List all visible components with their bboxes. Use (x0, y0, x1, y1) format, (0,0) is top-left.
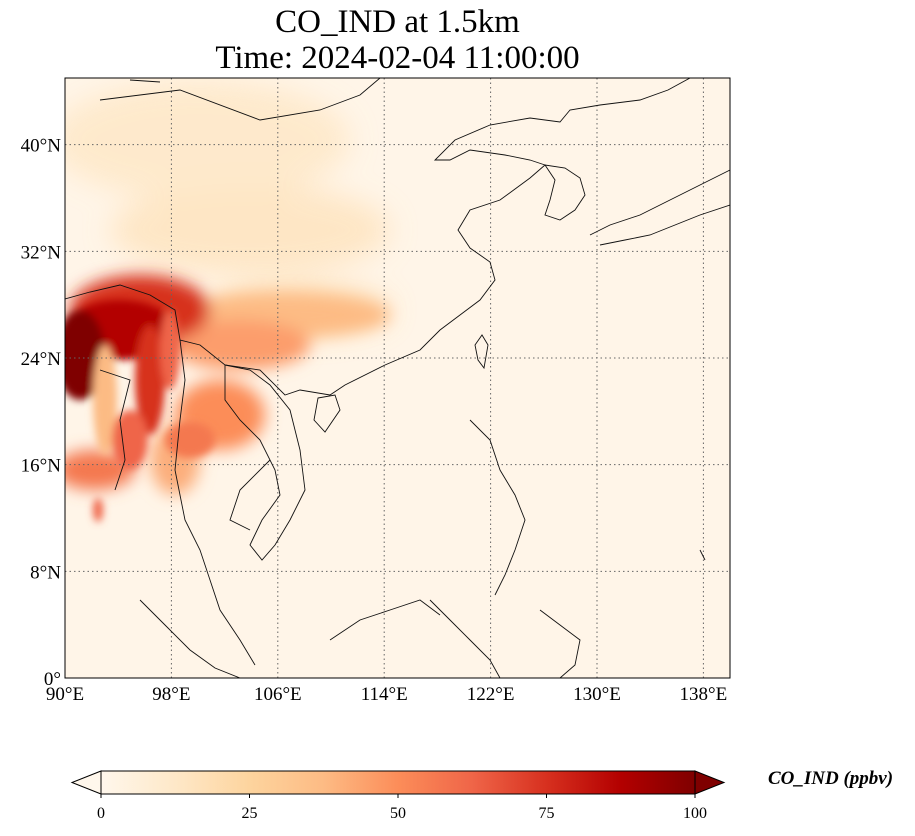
colorbar-tick-label: 0 (97, 805, 105, 822)
colorbar-tick-label: 25 (242, 805, 258, 822)
colorbar-ticks: 0 25 50 75 100 (97, 794, 707, 822)
coastlines (65, 78, 730, 678)
latitude-tick-label: 0° (44, 669, 61, 690)
longitude-tick-label: 98°E (152, 684, 190, 705)
concentration-field (65, 78, 730, 678)
latitude-tick-label: 40°N (21, 136, 62, 157)
colorbar-gradient (101, 771, 695, 794)
longitude-tick-label: 138°E (680, 684, 728, 705)
longitude-tick-label: 130°E (573, 684, 621, 705)
latitude-tick-label: 32°N (21, 242, 62, 263)
map-title-line1: CO_IND at 1.5km (275, 4, 520, 40)
colorbar: 0 25 50 75 100 (70, 770, 726, 822)
colorbar-extend-low (70, 770, 102, 795)
latitude-tick-label: 16°N (21, 456, 62, 477)
map-frame (64, 77, 731, 679)
longitude-tick-label: 90°E (46, 684, 84, 705)
latitude-tick-label: 24°N (21, 349, 62, 370)
gridlines (65, 78, 730, 678)
map-title-line2: Time: 2024-02-04 11:00:00 (215, 40, 580, 76)
colorbar-tick-label: 75 (539, 805, 555, 822)
longitude-tick-labels: 90°E 98°E 106°E 114°E 122°E 130°E 138°E (46, 684, 727, 705)
colorbar-label: CO_IND (ppbv) (768, 768, 894, 789)
colorbar-tick-label: 100 (683, 805, 707, 822)
latitude-tick-labels: 0° 8°N 16°N 24°N 32°N 40°N (21, 136, 62, 690)
longitude-tick-label: 106°E (254, 684, 302, 705)
colorbar-tick-label: 50 (390, 805, 406, 822)
latitude-tick-label: 8°N (30, 562, 61, 583)
longitude-tick-label: 114°E (361, 684, 408, 705)
colorbar-extend-high (694, 770, 726, 795)
longitude-tick-label: 122°E (467, 684, 515, 705)
